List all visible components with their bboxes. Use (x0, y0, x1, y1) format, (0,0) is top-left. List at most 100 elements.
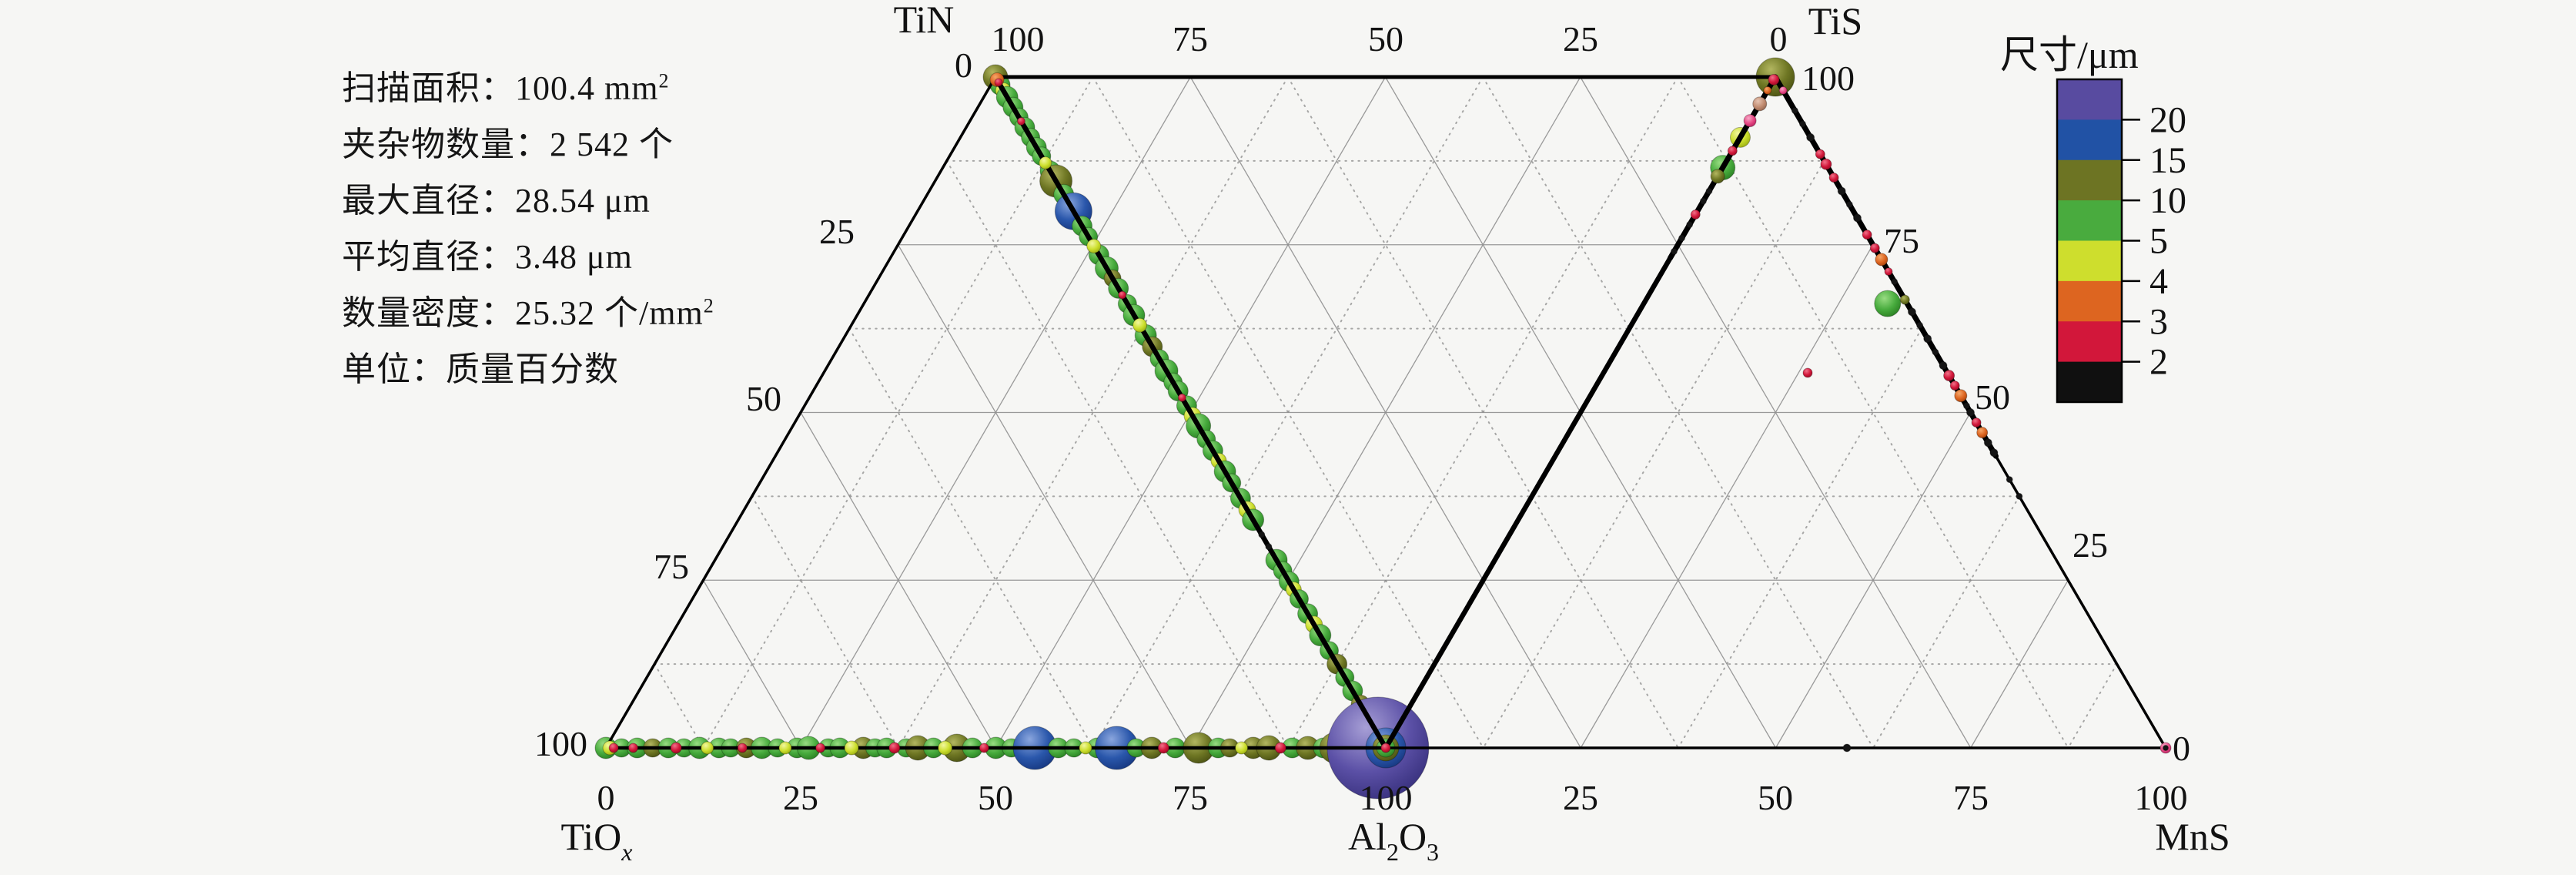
stats-block: 扫描面积：100.4 mm2 夹杂物数量：2 542 个 最大直径：28.54 … (342, 60, 714, 397)
tick-label: 75 (1884, 221, 1919, 260)
inclusion-bubble-dot (1678, 234, 1686, 242)
inclusion-bubble-dot (1705, 187, 1713, 195)
inclusion-bubble-yellow (844, 740, 859, 756)
inclusion-bubble-red (1971, 417, 1982, 428)
grid-line (1482, 159, 1825, 749)
inclusion-bubble-red (608, 743, 619, 753)
inclusion-bubble-yellow (701, 741, 714, 755)
grid-line (1677, 76, 1728, 162)
grid-line (1628, 327, 1875, 749)
stat-text: 单位：质量百分数 (342, 350, 619, 388)
grid-line (800, 244, 1094, 749)
grid-line (1580, 244, 1874, 749)
grid-line (654, 663, 704, 749)
stat-text: 夹杂物数量：2 542 个 (342, 126, 674, 163)
stat-text: 扫描面积：100.4 mm (342, 69, 659, 107)
colorbar-segment (2057, 119, 2122, 161)
inclusion-bubble-dot (1845, 200, 1853, 208)
stat-number-density: 数量密度：25.32 个/mm2 (342, 285, 714, 341)
colorbar-title: 尺寸/μm (2000, 33, 2139, 76)
inclusion-bubble-red (1815, 149, 1825, 159)
inclusion-bubble-dot (1923, 334, 1932, 344)
triangle-edge (604, 75, 997, 749)
colorbar-segment (2057, 240, 2122, 282)
colorbar-tick-label: 4 (2149, 261, 2168, 302)
inclusion-bubble-red (1118, 290, 1127, 300)
colorbar-segment (2057, 159, 2122, 201)
tick-label: 0 (1770, 19, 1788, 59)
tick-label: 0 (597, 778, 615, 817)
tick-label: 100 (992, 19, 1045, 59)
grid-line (702, 159, 1045, 749)
tick-label: 50 (1975, 377, 2010, 417)
inclusion-bubble-pink (1778, 85, 1788, 95)
grid-line (848, 327, 1095, 749)
inclusion-bubble-dot (2006, 476, 2013, 484)
grid-line (1092, 495, 1240, 749)
inclusion-bubble-dot (1258, 531, 1266, 538)
inclusion-bubble-dot (1806, 132, 1815, 142)
inclusion-bubble-dot (1852, 213, 1862, 223)
grid-line (1092, 76, 1436, 665)
inclusion-bubble-red (1177, 393, 1186, 402)
grid-line (945, 159, 1290, 749)
inclusion-bubble-tan (1752, 96, 1768, 112)
bubble-layer-small (602, 72, 2172, 756)
colorbar-segment (2057, 200, 2122, 242)
inclusion-bubble-dot (1265, 543, 1273, 551)
grid-line (1141, 76, 1289, 330)
stat-text: 最大直径：28.54 μm (342, 182, 651, 220)
tick-label: 50 (1368, 19, 1403, 59)
inclusion-bubble-orange (1875, 253, 1889, 267)
inclusion-bubble-dot (1798, 120, 1806, 128)
grid-line (897, 327, 1143, 749)
colorbar-segment (2057, 79, 2122, 120)
inclusion-bubble-red (815, 743, 826, 753)
inclusion-bubble-pink (1743, 114, 1757, 128)
inclusion-bubble-red (1380, 743, 1391, 753)
inclusion-bubble-red (979, 743, 989, 753)
tick-label: 75 (654, 547, 689, 586)
inclusion-bubble-dot (1686, 221, 1694, 229)
stat-max-diameter: 最大直径：28.54 μm (342, 173, 714, 229)
inclusion-bubble-dot (2016, 492, 2023, 500)
inclusion-bubble-dot (1837, 186, 1846, 196)
stat-text: 数量密度：25.32 个/mm (342, 294, 704, 332)
triangle-edge (992, 74, 1389, 751)
stat-text: 平均直径：3.48 μm (342, 238, 633, 276)
grid-line (1677, 327, 1923, 749)
inclusion-bubble-dot (2163, 745, 2169, 751)
tick-label: 100 (1360, 778, 1413, 817)
colorbar-tick-label: 20 (2149, 99, 2186, 140)
inclusion-bubble-olive (1710, 169, 1725, 184)
inclusion-bubble-red (1727, 146, 1738, 156)
inclusion-bubble-red (1016, 116, 1025, 126)
colorbar-segment (2057, 361, 2122, 403)
inclusion-bubble-red (994, 78, 1003, 87)
colorbar-tick-label: 10 (2149, 180, 2186, 221)
inclusion-bubble-red (1274, 742, 1286, 754)
inclusion-bubble-red (1869, 243, 1880, 253)
inclusion-bubble-dot (1989, 448, 1999, 458)
tick-label: 0 (955, 45, 972, 85)
tick-label: 75 (1173, 778, 1208, 817)
inclusion-bubble-red (1949, 381, 1960, 391)
inclusion-bubble-yellow (1079, 741, 1092, 755)
tick-label: 50 (978, 778, 1013, 817)
tick-label: 25 (819, 212, 855, 251)
inclusion-bubble-red (1943, 370, 1955, 382)
inclusion-bubble-red (737, 743, 748, 753)
tick-label: 50 (1758, 778, 1793, 817)
tick-label: 25 (1563, 778, 1598, 817)
inclusion-bubble-orange (1954, 389, 1968, 403)
inclusion-bubble-dot (1962, 402, 1970, 410)
inclusion-bubble-orange (1763, 85, 1772, 95)
grid-line (1434, 663, 1484, 749)
tick-label: 100 (2135, 778, 2188, 817)
inclusion-bubble-orange (1976, 427, 1989, 439)
tick-label: 50 (746, 379, 781, 418)
grid-line (1043, 76, 1094, 162)
tick-label: 75 (1173, 19, 1208, 59)
stat-unit: 单位：质量百分数 (342, 341, 714, 397)
